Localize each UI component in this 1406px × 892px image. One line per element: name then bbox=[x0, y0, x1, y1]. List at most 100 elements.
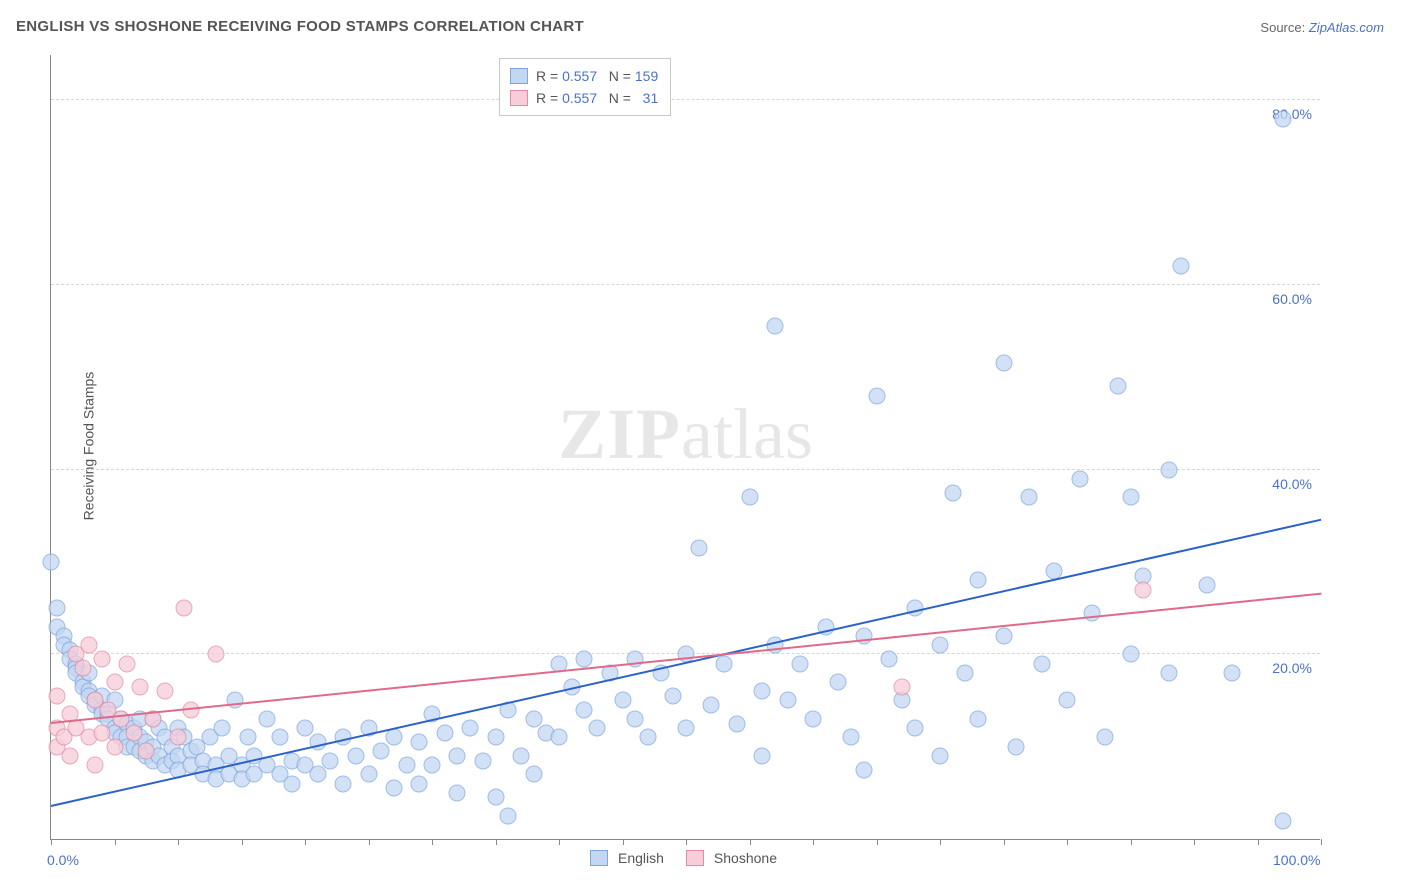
x-tick bbox=[432, 839, 433, 845]
source-link[interactable]: ZipAtlas.com bbox=[1309, 20, 1384, 35]
data-point bbox=[487, 789, 504, 806]
data-point bbox=[1160, 461, 1177, 478]
data-point bbox=[74, 660, 91, 677]
y-tick-label: 40.0% bbox=[1272, 476, 1312, 492]
data-point bbox=[1224, 664, 1241, 681]
data-point bbox=[43, 553, 60, 570]
data-point bbox=[512, 747, 529, 764]
data-point bbox=[576, 650, 593, 667]
data-point bbox=[944, 484, 961, 501]
data-point bbox=[138, 743, 155, 760]
x-tick bbox=[1258, 839, 1259, 845]
data-point bbox=[297, 720, 314, 737]
data-point bbox=[970, 710, 987, 727]
data-point bbox=[678, 720, 695, 737]
legend-row: R = 0.557 N = 31 bbox=[510, 87, 658, 109]
x-tick bbox=[877, 839, 878, 845]
data-point bbox=[754, 683, 771, 700]
data-point bbox=[239, 729, 256, 746]
data-point bbox=[449, 784, 466, 801]
x-tick-label: 100.0% bbox=[1273, 852, 1320, 868]
data-point bbox=[449, 747, 466, 764]
data-point bbox=[614, 692, 631, 709]
data-point bbox=[728, 715, 745, 732]
data-point bbox=[1084, 604, 1101, 621]
data-point bbox=[1033, 655, 1050, 672]
data-point bbox=[87, 757, 104, 774]
data-point bbox=[385, 780, 402, 797]
data-point bbox=[995, 627, 1012, 644]
data-point bbox=[970, 572, 987, 589]
data-point bbox=[170, 729, 187, 746]
gridline-h bbox=[51, 469, 1320, 470]
legend-swatch bbox=[590, 850, 608, 866]
x-tick bbox=[1131, 839, 1132, 845]
data-point bbox=[754, 747, 771, 764]
data-point bbox=[284, 775, 301, 792]
data-point bbox=[93, 724, 110, 741]
data-point bbox=[176, 600, 193, 617]
data-point bbox=[93, 650, 110, 667]
x-tick bbox=[1194, 839, 1195, 845]
y-tick-label: 20.0% bbox=[1272, 660, 1312, 676]
legend-swatch bbox=[510, 68, 528, 84]
data-point bbox=[436, 724, 453, 741]
x-tick bbox=[623, 839, 624, 845]
data-point bbox=[500, 807, 517, 824]
data-point bbox=[779, 692, 796, 709]
data-point bbox=[271, 729, 288, 746]
data-point bbox=[131, 678, 148, 695]
x-tick bbox=[1004, 839, 1005, 845]
data-point bbox=[639, 729, 656, 746]
series-legend: EnglishShoshone bbox=[590, 850, 789, 866]
data-point bbox=[525, 766, 542, 783]
data-point bbox=[716, 655, 733, 672]
data-point bbox=[766, 318, 783, 335]
data-point bbox=[49, 687, 66, 704]
data-point bbox=[322, 752, 339, 769]
data-point bbox=[805, 710, 822, 727]
x-tick-label: 0.0% bbox=[47, 852, 79, 868]
legend-swatch bbox=[510, 90, 528, 106]
data-point bbox=[474, 752, 491, 769]
data-point bbox=[1020, 489, 1037, 506]
data-point bbox=[1198, 577, 1215, 594]
data-point bbox=[932, 637, 949, 654]
data-point bbox=[335, 775, 352, 792]
source-label: Source: bbox=[1260, 20, 1305, 35]
data-point bbox=[1122, 489, 1139, 506]
data-point bbox=[81, 637, 98, 654]
data-point bbox=[855, 761, 872, 778]
data-point bbox=[309, 766, 326, 783]
data-point bbox=[462, 720, 479, 737]
data-point bbox=[792, 655, 809, 672]
data-point bbox=[347, 747, 364, 764]
data-point bbox=[830, 674, 847, 691]
data-point bbox=[398, 757, 415, 774]
data-point bbox=[1160, 664, 1177, 681]
data-point bbox=[995, 355, 1012, 372]
data-point bbox=[1059, 692, 1076, 709]
data-point bbox=[906, 720, 923, 737]
source-attribution: Source: ZipAtlas.com bbox=[1260, 20, 1384, 35]
legend-row: R = 0.557 N = 159 bbox=[510, 65, 658, 87]
data-point bbox=[411, 775, 428, 792]
data-point bbox=[214, 720, 231, 737]
data-point bbox=[1071, 470, 1088, 487]
data-point bbox=[106, 674, 123, 691]
x-tick bbox=[496, 839, 497, 845]
data-point bbox=[360, 766, 377, 783]
data-point bbox=[424, 757, 441, 774]
data-point bbox=[665, 687, 682, 704]
x-tick bbox=[559, 839, 560, 845]
data-point bbox=[227, 692, 244, 709]
data-point bbox=[843, 729, 860, 746]
data-point bbox=[1122, 646, 1139, 663]
data-point bbox=[62, 747, 79, 764]
data-point bbox=[1008, 738, 1025, 755]
data-point bbox=[690, 540, 707, 557]
x-tick bbox=[750, 839, 751, 845]
data-point bbox=[119, 655, 136, 672]
x-tick bbox=[242, 839, 243, 845]
data-point bbox=[49, 600, 66, 617]
